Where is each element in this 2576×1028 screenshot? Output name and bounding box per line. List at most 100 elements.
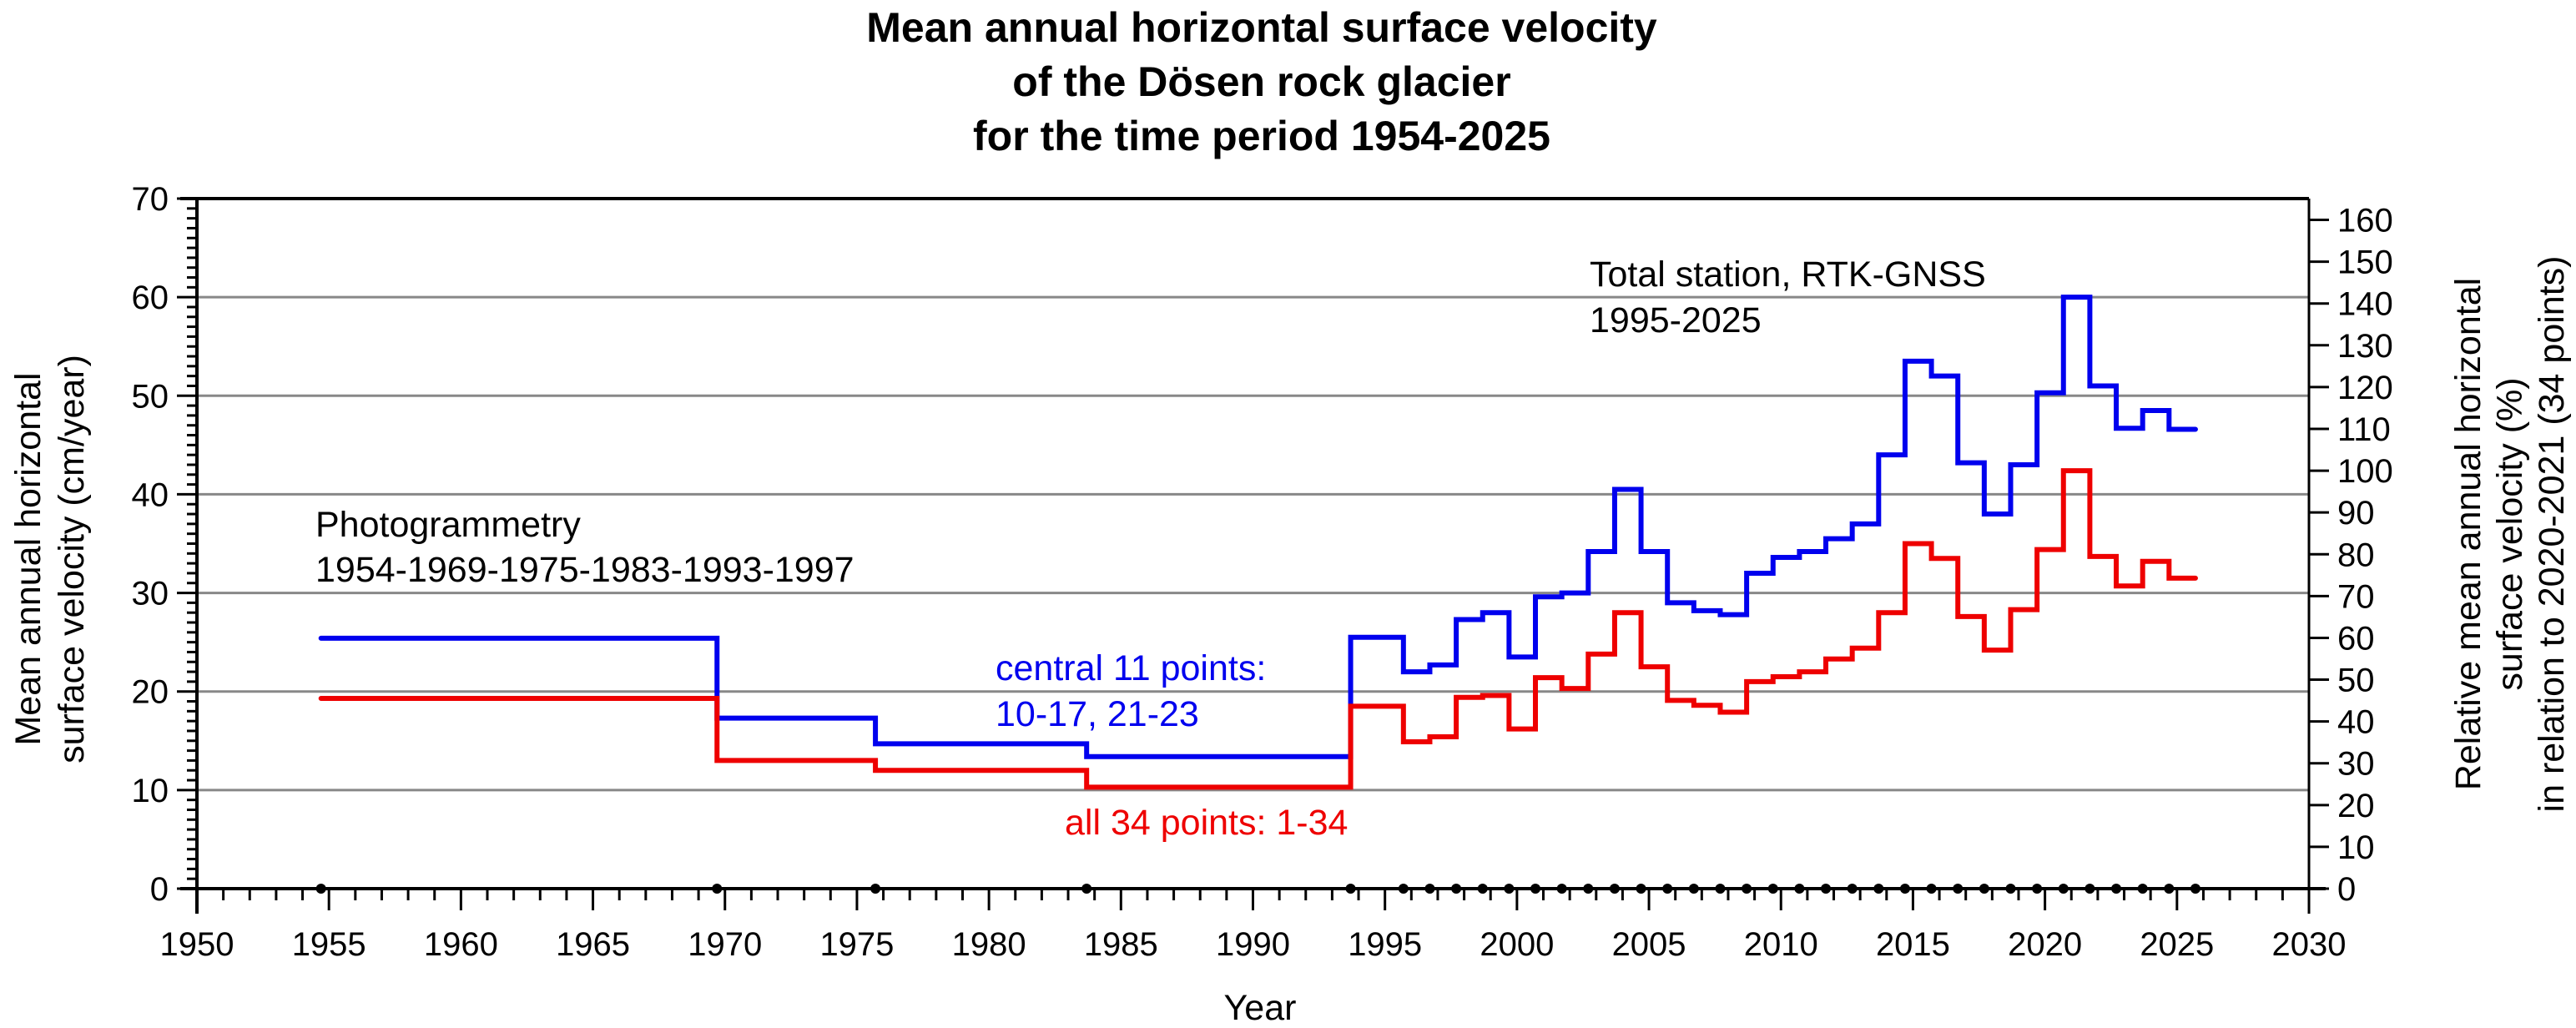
epoch-marker	[2032, 884, 2043, 894]
epoch-marker	[1530, 884, 1541, 894]
y-tick-label: 60	[132, 280, 169, 316]
x-axis-title: Year	[1224, 988, 1297, 1028]
x-tick-label: 1985	[1084, 926, 1158, 963]
y2-tick-label: 100	[2337, 453, 2393, 490]
y-tick-label: 20	[132, 674, 169, 711]
epoch-marker	[1742, 884, 1752, 894]
epoch-marker	[2190, 884, 2200, 894]
epoch-marker	[1794, 884, 1805, 894]
y-axis-title: Mean annual horizontal surface velocity …	[8, 355, 92, 763]
epoch-marker	[1504, 884, 1515, 894]
y2-axis-title: Relative mean annual horizontal surface …	[2448, 256, 2572, 813]
y-tick-label: 30	[132, 576, 169, 612]
y2-tick-label: 10	[2337, 829, 2375, 866]
epoch-marker	[1953, 884, 1964, 894]
epoch-marker	[2084, 884, 2095, 894]
y2-tick-label: 110	[2337, 411, 2391, 448]
series-line	[318, 468, 2198, 790]
epoch-marker	[315, 884, 326, 894]
legend-all-points: all 34 points: 1-34	[1065, 803, 1348, 843]
epoch-marker	[2058, 884, 2069, 894]
y-tick-label: 10	[132, 773, 169, 809]
annotation-total-station-years: 1995-2025	[1590, 300, 1762, 340]
epoch-marker	[1609, 884, 1620, 894]
title-line-3: for the time period 1954-2025	[973, 113, 1550, 159]
y2-tick-label: 80	[2337, 537, 2375, 573]
y2-tick-label: 90	[2337, 495, 2375, 532]
y2-tick-label: 60	[2337, 620, 2375, 657]
x-tick-label: 1980	[952, 926, 1026, 963]
epoch-marker	[2137, 884, 2148, 894]
epoch-marker	[1636, 884, 1646, 894]
y-axis-title-line-1: Mean annual horizontal	[8, 372, 48, 745]
y2-tick-label: 50	[2337, 663, 2375, 699]
y2-tick-label: 30	[2337, 746, 2375, 783]
x-tick-label: 1965	[556, 926, 630, 963]
epoch-marker	[1899, 884, 1910, 894]
x-tick-label: 1975	[819, 926, 894, 963]
x-tick-label: 2020	[2008, 926, 2082, 963]
epoch-marker	[2111, 884, 2122, 894]
epoch-marker	[1424, 884, 1435, 894]
y2-tick-label: 130	[2337, 328, 2393, 365]
x-tick-label: 2030	[2272, 926, 2347, 963]
x-tick-label: 2005	[1612, 926, 1686, 963]
epoch-marker	[1688, 884, 1699, 894]
y2-tick-label: 20	[2337, 788, 2375, 824]
annotation-photogrammetry-title: Photogrammetry	[315, 505, 581, 545]
y2-tick-label: 120	[2337, 370, 2393, 406]
epoch-marker	[1477, 884, 1488, 894]
y-tick-label: 50	[132, 378, 169, 415]
epoch-marker	[1715, 884, 1726, 894]
x-tick-label: 2000	[1480, 926, 1554, 963]
epoch-marker	[2005, 884, 2016, 894]
title-line-1: Mean annual horizontal surface velocity	[866, 4, 1657, 51]
y2-tick-label: 0	[2337, 871, 2356, 908]
y2-tick-label: 150	[2337, 244, 2393, 281]
epoch-marker	[1081, 884, 1092, 894]
epoch-marker	[1583, 884, 1594, 894]
y-axis-title-line-2: surface velocity (cm/year)	[52, 355, 92, 763]
gridlines	[197, 295, 2309, 792]
y-tick-label: 70	[132, 181, 169, 218]
x-tick-label: 1960	[424, 926, 498, 963]
left-axis: 0 10 20 30 40 50 60 70	[132, 181, 197, 908]
legend-central-points-line-2: 10-17, 21-23	[996, 694, 1199, 734]
series-all-34-points	[318, 468, 2198, 790]
epoch-marker	[1767, 884, 1778, 894]
epoch-markers	[315, 884, 2200, 894]
legend-central-points-line-1: central 11 points:	[996, 648, 1266, 688]
y2-tick-label: 140	[2337, 286, 2393, 323]
epoch-marker	[1662, 884, 1673, 894]
annotation-total-station-title: Total station, RTK-GNSS	[1590, 254, 1986, 295]
epoch-marker	[1926, 884, 1937, 894]
epoch-marker	[2164, 884, 2175, 894]
epoch-marker	[712, 884, 723, 894]
y2-tick-label: 40	[2337, 704, 2375, 741]
epoch-marker	[870, 884, 881, 894]
y-tick-label: 40	[132, 476, 169, 513]
x-tick-label: 2025	[2140, 926, 2214, 963]
y2-tick-label: 160	[2337, 203, 2393, 239]
chart-title: Mean annual horizontal surface velocity …	[866, 4, 1657, 159]
x-tick-label: 1970	[688, 926, 762, 963]
y2-axis-title-line-1: Relative mean annual horizontal	[2448, 278, 2488, 790]
y2-axis-title-line-3: in relation to 2020-2021 (34 points)	[2532, 256, 2572, 813]
epoch-marker	[1398, 884, 1409, 894]
x-tick-label: 1950	[160, 926, 234, 963]
y-tick-label: 0	[150, 871, 169, 908]
annotation-photogrammetry-years: 1954-1969-1975-1983-1993-1997	[315, 550, 854, 590]
epoch-marker	[1873, 884, 1884, 894]
series-layer	[318, 295, 2198, 790]
epoch-marker	[1821, 884, 1832, 894]
title-line-2: of the Dösen rock glacier	[1012, 58, 1510, 105]
x-axis: 1950 1955 1960 1965 1970 1975 1980 1985 1990 1995…	[160, 889, 2347, 963]
x-tick-label: 1990	[1216, 926, 1290, 963]
epoch-marker	[1847, 884, 1858, 894]
x-tick-label: 1955	[292, 926, 366, 963]
y2-tick-label: 70	[2337, 578, 2375, 615]
epoch-marker	[1451, 884, 1462, 894]
x-tick-label: 1995	[1348, 926, 1422, 963]
series-line	[318, 295, 2198, 759]
